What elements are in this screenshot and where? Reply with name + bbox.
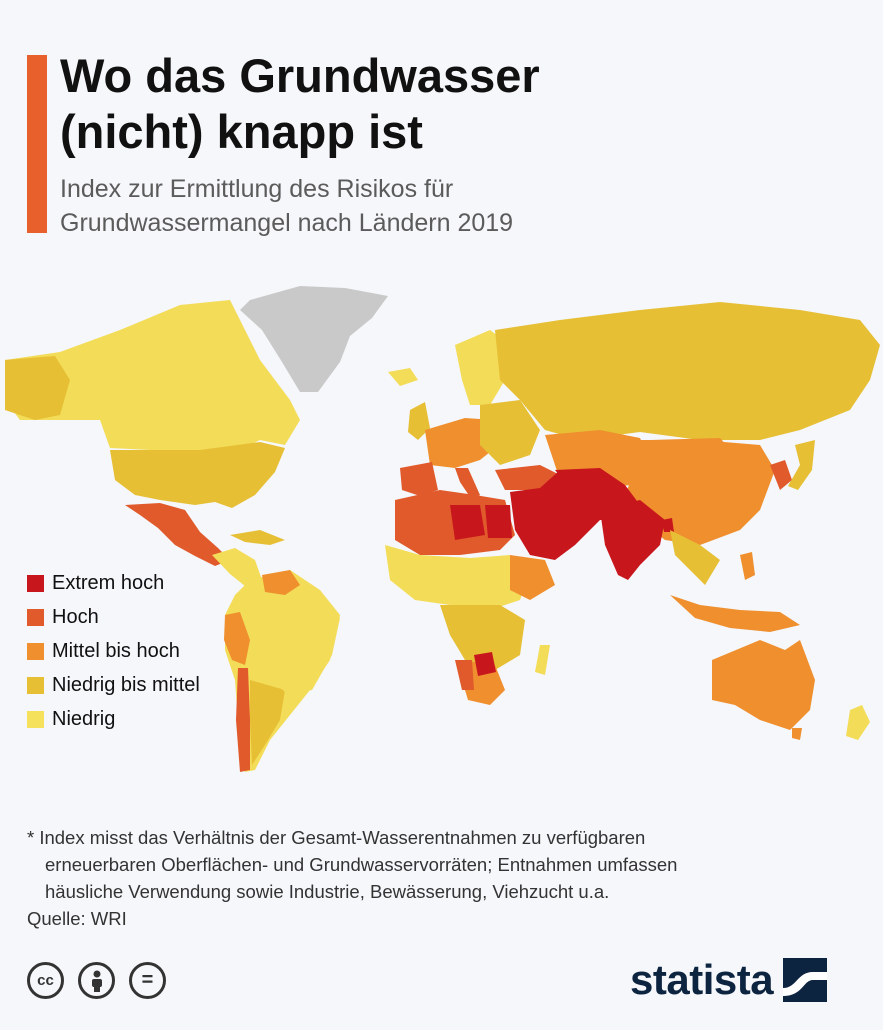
region-southeast-asia [670,530,720,585]
source-label: Quelle: WRI [27,908,127,929]
region-iceland [388,368,418,386]
region-egypt [485,505,512,538]
footnote: * Index misst das Verhältnis der Gesamt-… [27,824,867,905]
region-iberia [400,462,438,496]
region-argentina [250,680,285,765]
region-sahel [385,545,530,610]
region-canada [5,300,300,452]
footnote-line-1: * Index misst das Verhältnis der Gesamt-… [27,827,646,848]
region-usa [110,442,285,508]
region-india [600,500,665,580]
region-namibia [455,660,474,690]
legend: Extrem hoch Hoch Mittel bis hoch Niedrig… [27,566,200,736]
cc-icon[interactable]: cc [27,962,64,999]
legend-label: Hoch [52,605,99,628]
region-australia [712,640,815,730]
no-derivatives-icon[interactable]: = [129,962,166,999]
title-line-1: Wo das Grundwasser [60,49,540,102]
attribution-icon[interactable] [78,962,115,999]
legend-label: Niedrig bis mittel [52,673,200,696]
world-map [5,286,880,772]
region-indonesia [670,595,800,632]
statista-brand[interactable]: statista [630,956,828,1004]
legend-swatch-low-medium [27,676,44,694]
region-mexico [125,503,230,566]
region-botswana [474,652,496,676]
region-central-america [212,548,262,586]
legend-swatch-extreme [27,574,44,592]
region-italy [455,468,480,500]
region-east-africa [510,555,555,600]
region-brazil [258,595,340,695]
legend-item: Hoch [27,600,200,634]
legend-item: Niedrig bis mittel [27,668,200,702]
legend-label: Niedrig [52,707,116,730]
region-madagascar [535,645,550,675]
legend-item: Mittel bis hoch [27,634,200,668]
legend-label: Extrem hoch [52,571,165,594]
region-korea-japan [770,460,792,490]
person-icon [91,970,102,992]
region-uk [408,402,430,440]
region-chile [236,668,250,772]
statista-logo-icon [783,958,828,1002]
region-turkey-caucasus [495,465,560,490]
subtitle: Index zur Ermittlung des Risikos für Gru… [60,172,860,240]
license-icons: cc = [27,962,166,999]
legend-item: Niedrig [27,702,200,736]
legend-swatch-medium-high [27,642,44,660]
legend-item: Extrem hoch [27,566,200,600]
region-tasmania [792,728,802,740]
region-venezuela [262,570,300,595]
region-japan [788,440,815,490]
brand-name: statista [630,956,774,1003]
region-bangladesh [662,518,674,532]
region-new-zealand [846,705,870,740]
footnote-line-3: häusliche Verwendung sowie Industrie, Be… [45,881,610,902]
accent-bar [27,55,47,233]
title-line-2: (nicht) knapp ist [60,105,423,158]
region-philippines [740,552,755,580]
footnote-line-2: erneuerbaren Oberflächen- und Grundwasse… [45,854,678,875]
region-central-africa [440,605,525,670]
region-mongolia [650,438,735,465]
page-title: Wo das Grundwasser (nicht) knapp ist [60,48,860,160]
region-greenland [240,286,388,392]
region-eastern-europe [480,400,540,465]
legend-swatch-high [27,608,44,626]
subtitle-line-1: Index zur Ermittlung des Risikos für [60,175,454,203]
region-caribbean [230,530,285,545]
region-scandinavia [455,330,510,405]
legend-swatch-low [27,710,44,728]
subtitle-line-2: Grundwassermangel nach Ländern 2019 [60,209,514,237]
region-russia [495,302,880,440]
region-peru [224,612,250,665]
region-libya [450,505,485,540]
region-alaska [5,356,70,420]
legend-label: Mittel bis hoch [52,639,180,662]
